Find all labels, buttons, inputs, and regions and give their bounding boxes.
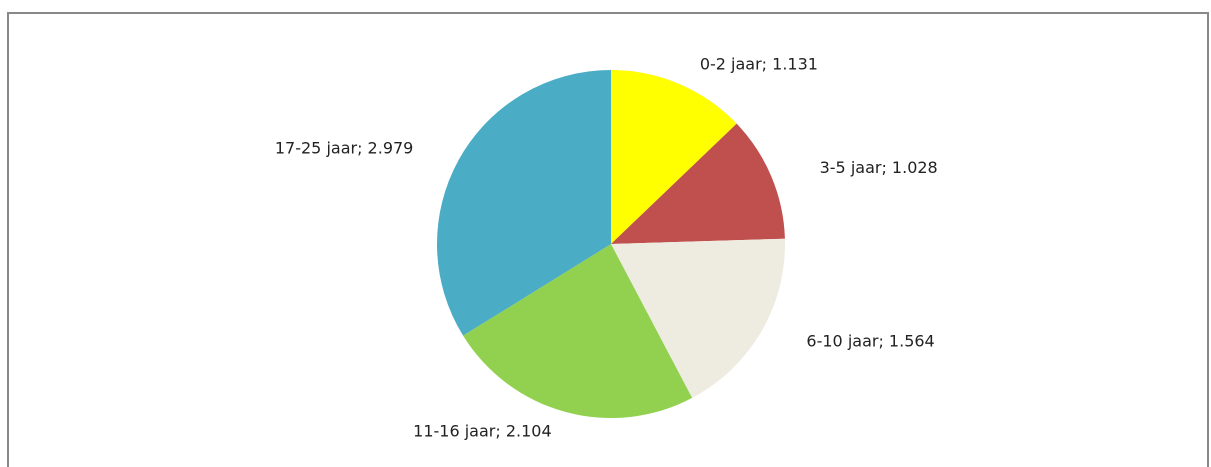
pie-slice: [611, 123, 785, 244]
data-label: 11-16 jaar; 2.104: [413, 422, 552, 441]
data-label: 17-25 jaar; 2.979: [275, 139, 414, 158]
pie-slice: [436, 69, 611, 336]
pie-slice: [463, 244, 693, 418]
data-label: 6-10 jaar; 1.564: [806, 332, 934, 351]
data-label: 3-5 jaar; 1.028: [820, 158, 938, 177]
pie-slice: [611, 238, 785, 398]
data-label: 0-2 jaar; 1.131: [700, 54, 818, 73]
pie-slice: [611, 70, 737, 244]
